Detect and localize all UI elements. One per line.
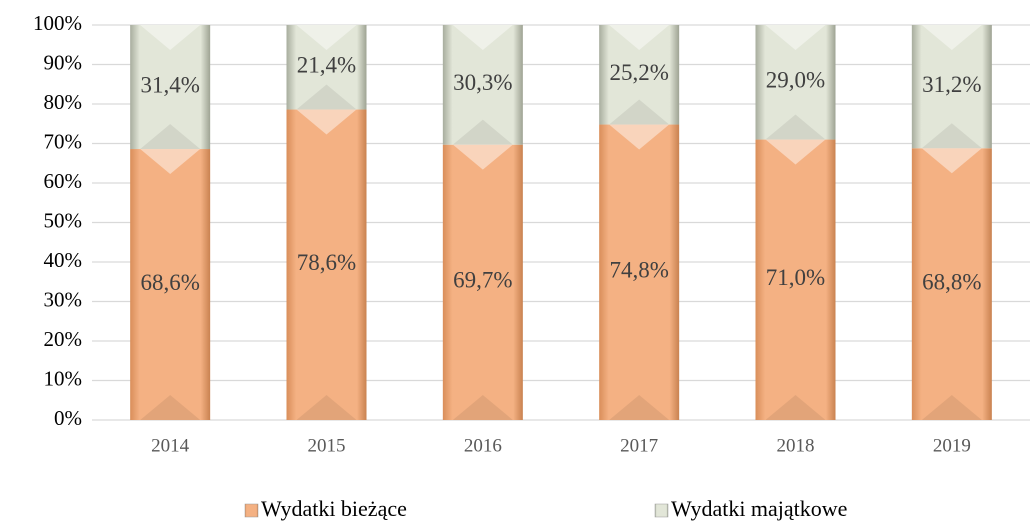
bar-bevel [765, 139, 826, 165]
bar-segment [599, 124, 680, 420]
x-tick-label: 2016 [464, 435, 502, 456]
bar-bevel [296, 109, 357, 135]
y-tick-label: 30% [44, 287, 83, 311]
bar-bevel [765, 25, 826, 50]
y-tick-label: 80% [44, 90, 83, 114]
y-tick-label: 70% [44, 129, 83, 153]
data-label: 68,8% [922, 269, 981, 294]
bar-bevel [609, 99, 670, 125]
bar-bevel [296, 25, 357, 50]
y-tick-label: 60% [44, 169, 83, 193]
data-label: 78,6% [297, 250, 356, 275]
data-label: 30,3% [453, 70, 512, 95]
data-label: 74,8% [609, 258, 668, 283]
bar-bevel [452, 395, 513, 420]
bar-bevel [921, 25, 982, 50]
bar-segment [911, 148, 992, 421]
data-label: 31,4% [140, 72, 199, 97]
bar-bevel [452, 25, 513, 50]
legend-label: Wydatki majątkowe [671, 496, 847, 521]
bar-bevel [452, 144, 513, 170]
bar-bevel [609, 124, 670, 150]
bar-bevel [140, 124, 201, 150]
data-label: 21,4% [297, 53, 356, 78]
bar-bevel [140, 25, 201, 50]
y-tick-label: 50% [44, 208, 83, 232]
y-tick-label: 90% [44, 50, 83, 74]
bar-bevel [296, 395, 357, 420]
bar-segment [286, 25, 367, 110]
y-tick-label: 40% [44, 248, 83, 272]
bar-segment [755, 25, 836, 140]
bar-segment [911, 25, 992, 149]
bar-segment [599, 25, 680, 125]
bar-bevel [765, 114, 826, 140]
x-tick-label: 2014 [151, 435, 190, 456]
y-tick-label: 20% [44, 327, 83, 351]
bar-bevel [765, 395, 826, 420]
legend-swatch [654, 503, 669, 518]
data-label: 69,7% [453, 268, 512, 293]
bar-segment [442, 144, 523, 420]
y-tick-label: 10% [44, 366, 83, 390]
bar-bevel [140, 395, 201, 420]
data-label: 29,0% [766, 68, 825, 93]
bar-bevel [296, 84, 357, 110]
bar-segment [130, 149, 211, 420]
bar-bevel [609, 25, 670, 50]
x-tick-label: 2018 [777, 435, 815, 456]
bar-bevel [452, 119, 513, 145]
bar-bevel [140, 149, 201, 175]
data-label: 31,2% [922, 72, 981, 97]
x-tick-label: 2015 [308, 435, 346, 456]
data-label: 71,0% [766, 265, 825, 290]
bar-segment [755, 139, 836, 421]
bar-segment [286, 109, 367, 420]
bar-segment [442, 25, 523, 145]
x-tick-label: 2019 [933, 435, 971, 456]
legend-swatch [244, 503, 259, 518]
y-tick-label: 100% [33, 11, 82, 35]
y-tick-label: 0% [54, 406, 82, 430]
data-label: 25,2% [609, 60, 668, 85]
legend-label: Wydatki bieżące [261, 496, 407, 521]
x-tick-label: 2017 [620, 435, 658, 456]
bar-bevel [921, 123, 982, 149]
data-label: 68,6% [140, 270, 199, 295]
bar-bevel [921, 148, 982, 174]
bar-segment [130, 25, 211, 150]
bar-bevel [921, 395, 982, 420]
bar-bevel [609, 395, 670, 420]
